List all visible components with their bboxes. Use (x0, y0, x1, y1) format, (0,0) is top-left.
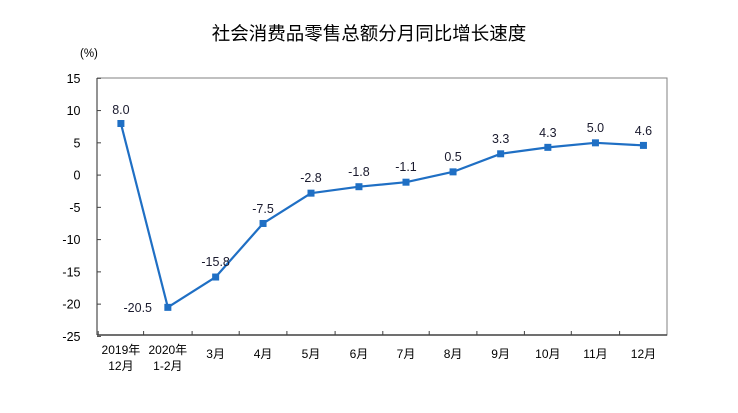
svg-text:1-2月: 1-2月 (153, 359, 182, 373)
svg-text:3月: 3月 (206, 347, 225, 361)
svg-text:-20.5: -20.5 (124, 301, 153, 315)
svg-text:12月: 12月 (631, 347, 656, 361)
svg-text:5: 5 (74, 136, 81, 150)
svg-text:-15.8: -15.8 (201, 255, 230, 269)
svg-text:10月: 10月 (535, 347, 560, 361)
svg-text:0.5: 0.5 (444, 150, 461, 164)
svg-text:2020年: 2020年 (148, 343, 187, 357)
svg-text:-5: -5 (69, 201, 80, 215)
svg-text:5月: 5月 (302, 347, 321, 361)
svg-text:6月: 6月 (350, 347, 369, 361)
svg-text:4.6: 4.6 (635, 124, 652, 138)
svg-text:9月: 9月 (491, 347, 510, 361)
svg-text:3.3: 3.3 (492, 132, 509, 146)
svg-text:12月: 12月 (108, 359, 133, 373)
svg-text:2019年: 2019年 (102, 343, 141, 357)
svg-text:8月: 8月 (444, 347, 463, 361)
svg-text:-1.1: -1.1 (395, 160, 417, 174)
svg-text:-20: -20 (62, 298, 80, 312)
svg-text:5.0: 5.0 (587, 121, 604, 135)
svg-text:15: 15 (67, 72, 81, 86)
svg-text:10: 10 (67, 104, 81, 118)
svg-text:-7.5: -7.5 (252, 202, 274, 216)
svg-text:0: 0 (74, 169, 81, 183)
svg-text:11月: 11月 (583, 347, 607, 361)
svg-text:-10: -10 (62, 233, 80, 247)
svg-text:7月: 7月 (397, 347, 416, 361)
svg-text:(%): (%) (80, 48, 98, 60)
svg-text:4.3: 4.3 (539, 126, 556, 140)
svg-text:-2.8: -2.8 (300, 171, 322, 185)
svg-text:8.0: 8.0 (112, 103, 129, 117)
svg-text:-1.8: -1.8 (348, 165, 370, 179)
svg-text:-15: -15 (62, 265, 80, 279)
svg-text:4月: 4月 (254, 347, 273, 361)
svg-text:社会消费品零售总额分月同比增长速度: 社会消费品零售总额分月同比增长速度 (212, 23, 527, 44)
svg-text:-25: -25 (62, 330, 80, 344)
